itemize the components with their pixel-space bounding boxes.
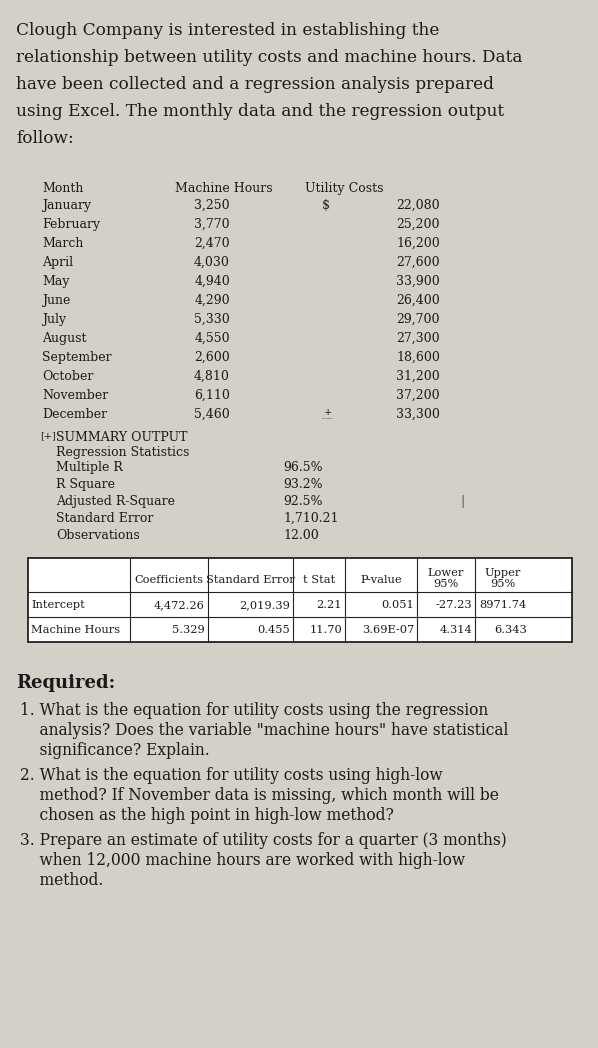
Text: 6.343: 6.343: [495, 625, 527, 635]
Text: +: +: [324, 408, 332, 417]
Text: |: |: [460, 495, 464, 508]
Text: 31,200: 31,200: [396, 370, 440, 383]
Text: 4,030: 4,030: [194, 256, 230, 269]
Text: 8971.74: 8971.74: [480, 601, 527, 610]
Text: 3,770: 3,770: [194, 218, 230, 231]
Text: method? If November data is missing, which month will be: method? If November data is missing, whi…: [20, 787, 499, 804]
Text: -27.23: -27.23: [435, 601, 472, 610]
Text: 1. What is the equation for utility costs using the regression: 1. What is the equation for utility cost…: [20, 702, 488, 719]
Text: Month: Month: [42, 182, 83, 195]
Text: $: $: [322, 199, 330, 212]
Text: [+]: [+]: [40, 431, 56, 440]
Text: Lower: Lower: [428, 568, 464, 578]
Text: February: February: [42, 218, 100, 231]
Text: 93.2%: 93.2%: [283, 478, 323, 492]
Text: January: January: [42, 199, 91, 212]
Text: SUMMARY OUTPUT: SUMMARY OUTPUT: [56, 431, 188, 444]
Text: Regression Statistics: Regression Statistics: [56, 446, 190, 459]
Text: Upper: Upper: [484, 568, 521, 578]
Text: 2,600: 2,600: [194, 351, 230, 364]
Text: method.: method.: [20, 872, 103, 889]
Text: Clough Company is interested in establishing the: Clough Company is interested in establis…: [16, 22, 440, 39]
Text: when 12,000 machine hours are worked with high-low: when 12,000 machine hours are worked wit…: [20, 852, 465, 869]
Text: 16,200: 16,200: [396, 237, 440, 250]
Text: October: October: [42, 370, 93, 383]
Text: Coefficients: Coefficients: [135, 575, 203, 585]
Text: 5,460: 5,460: [194, 408, 230, 421]
Text: Intercept: Intercept: [31, 601, 85, 610]
Text: using Excel. The monthly data and the regression output: using Excel. The monthly data and the re…: [16, 103, 504, 121]
Text: April: April: [42, 256, 73, 269]
Text: follow:: follow:: [16, 130, 74, 147]
Text: 5,330: 5,330: [194, 313, 230, 326]
Text: 4,472.26: 4,472.26: [154, 601, 205, 610]
Text: ___: ___: [322, 411, 332, 419]
Text: August: August: [42, 332, 87, 345]
Text: 95%: 95%: [490, 578, 515, 589]
Text: chosen as the high point in high-low method?: chosen as the high point in high-low met…: [20, 807, 394, 824]
Text: 1,710.21: 1,710.21: [283, 512, 338, 525]
Text: 2,470: 2,470: [194, 237, 230, 250]
Text: November: November: [42, 389, 108, 402]
Text: September: September: [42, 351, 112, 364]
Text: 29,700: 29,700: [396, 313, 440, 326]
Text: 4,290: 4,290: [194, 294, 230, 307]
Text: Multiple R: Multiple R: [56, 461, 123, 474]
Text: 37,200: 37,200: [396, 389, 440, 402]
Text: Observations: Observations: [56, 529, 140, 542]
Text: Adjusted R-Square: Adjusted R-Square: [56, 495, 175, 508]
Text: relationship between utility costs and machine hours. Data: relationship between utility costs and m…: [16, 49, 523, 66]
Text: 27,300: 27,300: [396, 332, 440, 345]
Text: 92.5%: 92.5%: [283, 495, 322, 508]
Text: have been collected and a regression analysis prepared: have been collected and a regression ana…: [16, 77, 494, 93]
Text: 3,250: 3,250: [194, 199, 230, 212]
Text: 2.21: 2.21: [316, 601, 342, 610]
Text: June: June: [42, 294, 71, 307]
Text: May: May: [42, 275, 69, 288]
Text: t Stat: t Stat: [303, 575, 335, 585]
Text: R Square: R Square: [56, 478, 115, 492]
Text: 6,110: 6,110: [194, 389, 230, 402]
Text: 4,550: 4,550: [194, 332, 230, 345]
Text: 33,900: 33,900: [396, 275, 440, 288]
Text: 18,600: 18,600: [396, 351, 440, 364]
Text: analysis? Does the variable "machine hours" have statistical: analysis? Does the variable "machine hou…: [20, 722, 508, 739]
Text: Standard Error: Standard Error: [56, 512, 153, 525]
Text: 96.5%: 96.5%: [283, 461, 323, 474]
Text: 0.051: 0.051: [382, 601, 414, 610]
Text: 4,810: 4,810: [194, 370, 230, 383]
Text: Required:: Required:: [16, 674, 115, 692]
Text: 95%: 95%: [434, 578, 459, 589]
Text: 3. Prepare an estimate of utility costs for a quarter (3 months): 3. Prepare an estimate of utility costs …: [20, 832, 507, 849]
Text: 2. What is the equation for utility costs using high-low: 2. What is the equation for utility cost…: [20, 767, 443, 784]
Text: July: July: [42, 313, 66, 326]
Text: 2,019.39: 2,019.39: [239, 601, 290, 610]
Text: 25,200: 25,200: [396, 218, 440, 231]
Text: 27,600: 27,600: [396, 256, 440, 269]
Text: 4,940: 4,940: [194, 275, 230, 288]
Text: March: March: [42, 237, 83, 250]
Text: 4.314: 4.314: [440, 625, 472, 635]
Bar: [28, 558, 572, 642]
Text: 11.70: 11.70: [309, 625, 342, 635]
Text: Utility Costs: Utility Costs: [305, 182, 383, 195]
Text: December: December: [42, 408, 107, 421]
Text: 12.00: 12.00: [283, 529, 319, 542]
Text: P-value: P-value: [360, 575, 402, 585]
Text: 33,300: 33,300: [396, 408, 440, 421]
Text: Standard Error: Standard Error: [206, 575, 295, 585]
Text: Machine Hours: Machine Hours: [31, 625, 120, 635]
Text: 26,400: 26,400: [396, 294, 440, 307]
Text: 3.69E-07: 3.69E-07: [362, 625, 414, 635]
Text: significance? Explain.: significance? Explain.: [20, 742, 210, 759]
Text: 0.455: 0.455: [257, 625, 290, 635]
Text: Machine Hours: Machine Hours: [175, 182, 273, 195]
Text: 22,080: 22,080: [396, 199, 440, 212]
Text: 5.329: 5.329: [172, 625, 205, 635]
